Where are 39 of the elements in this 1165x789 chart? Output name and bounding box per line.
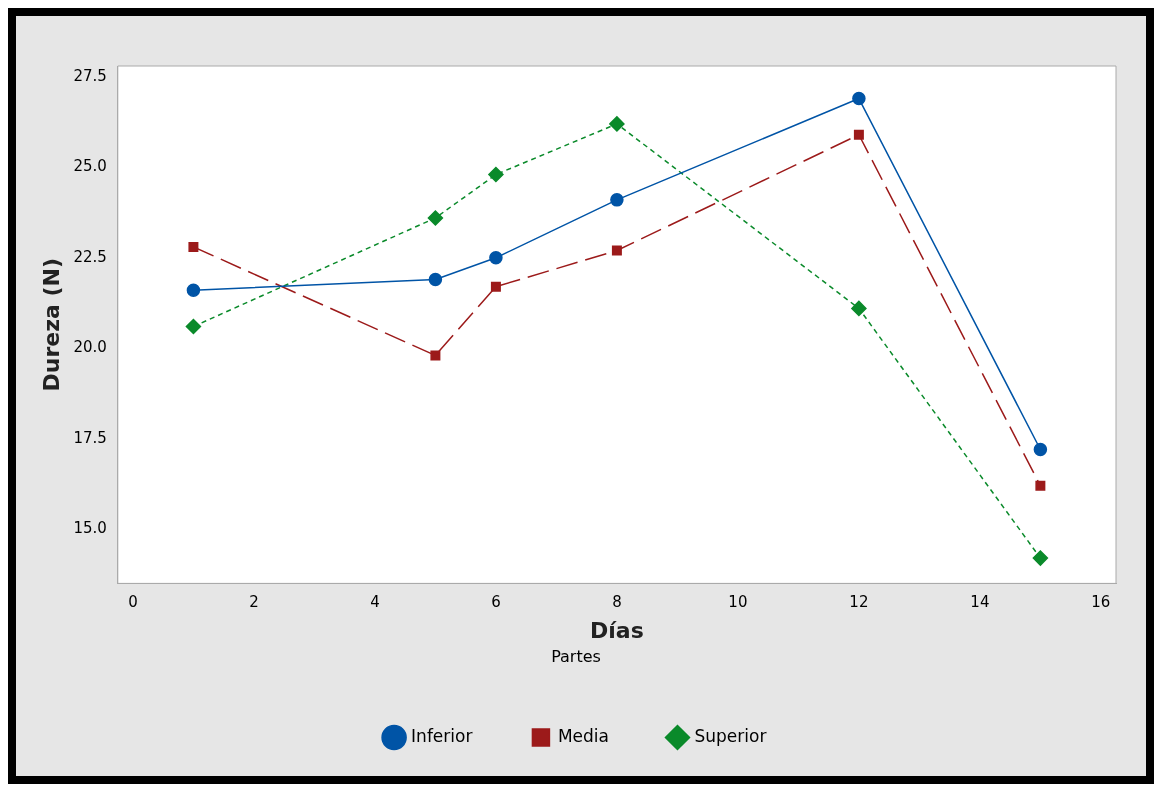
point bbox=[851, 300, 867, 317]
point bbox=[853, 129, 864, 140]
legend-label: Superior bbox=[694, 725, 767, 746]
point bbox=[611, 245, 622, 256]
point bbox=[428, 272, 443, 287]
point bbox=[186, 283, 201, 298]
legend-title: Partes bbox=[551, 646, 601, 666]
legend-label: Media bbox=[557, 725, 609, 746]
point bbox=[427, 210, 444, 226]
y-tick-label: 20.0 bbox=[73, 338, 107, 357]
x-tick-label: 2 bbox=[249, 593, 259, 612]
y-axis-title: Dureza (N) bbox=[38, 257, 64, 392]
x-tick-label: 12 bbox=[849, 593, 869, 612]
point bbox=[1035, 480, 1046, 491]
y-tick-label: 27.5 bbox=[73, 66, 107, 85]
x-tick-label: 6 bbox=[491, 593, 501, 612]
point bbox=[489, 251, 503, 265]
point bbox=[188, 241, 199, 252]
y-tick-label: 25.0 bbox=[73, 157, 107, 176]
x-tick-label: 14 bbox=[970, 593, 990, 612]
point bbox=[430, 350, 441, 361]
point bbox=[610, 193, 624, 207]
x-tick-label: 10 bbox=[728, 593, 748, 612]
x-tick-label: 16 bbox=[1091, 593, 1111, 612]
y-tick-label: 17.5 bbox=[73, 428, 107, 447]
point bbox=[490, 281, 501, 292]
point bbox=[1032, 550, 1049, 566]
x-axis-title: Días bbox=[590, 618, 644, 644]
legend-label: Inferior bbox=[411, 725, 473, 746]
x-tick-label: 4 bbox=[370, 593, 380, 612]
point bbox=[1033, 442, 1048, 457]
point bbox=[488, 166, 504, 183]
x-tick-label: 8 bbox=[612, 593, 622, 612]
y-tick-label: 15.0 bbox=[73, 519, 107, 538]
point bbox=[609, 116, 625, 132]
y-tick-label: 22.5 bbox=[73, 247, 107, 266]
point bbox=[185, 318, 202, 335]
point bbox=[852, 91, 866, 106]
x-tick-label: 0 bbox=[128, 593, 138, 612]
